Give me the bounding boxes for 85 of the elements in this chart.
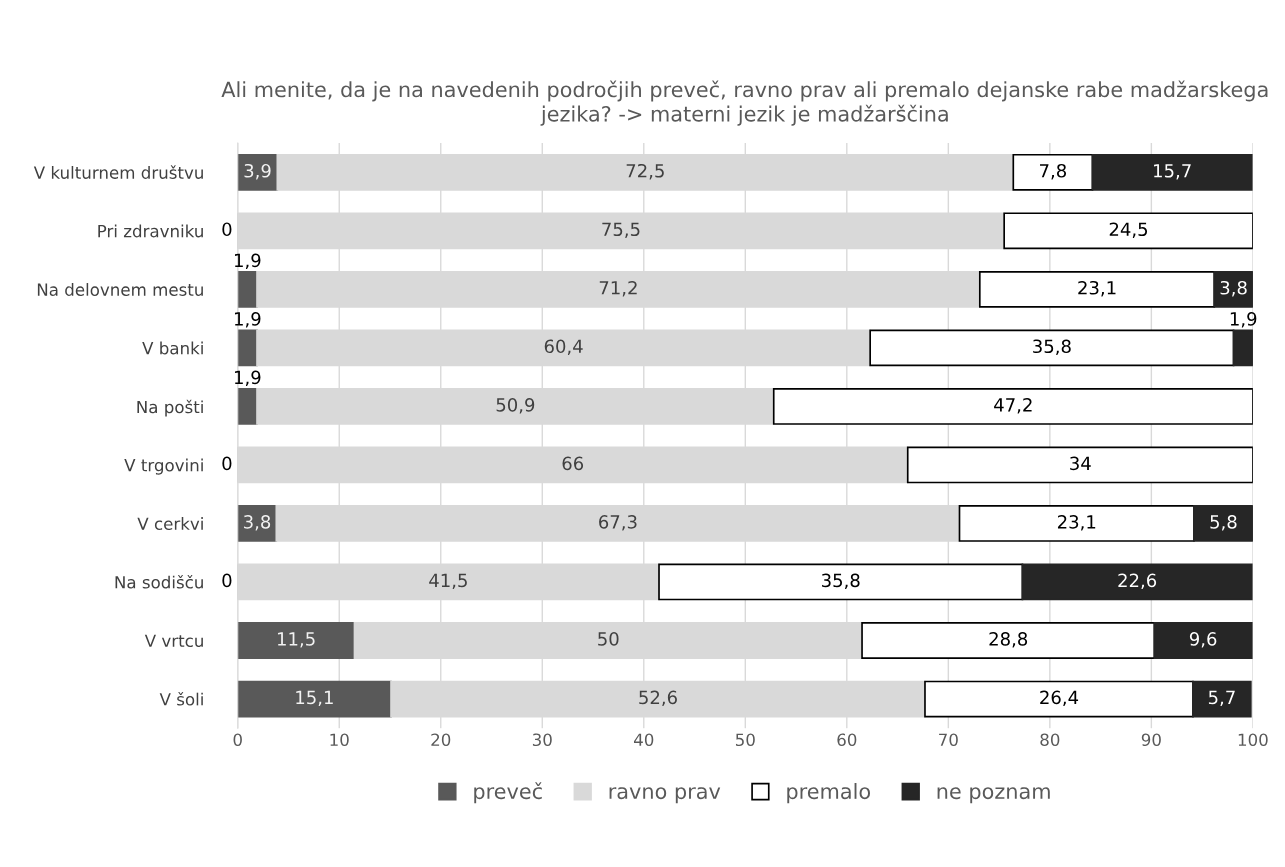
legend-label: ne poznam	[937, 787, 1050, 804]
data-label: 11,5	[277, 632, 315, 648]
bar	[1153, 622, 1253, 659]
bar	[1192, 680, 1252, 718]
data-label: 75,5	[602, 222, 640, 238]
data-label: 71,2	[599, 280, 637, 297]
data-label: 0	[222, 222, 232, 237]
bar	[958, 505, 1195, 542]
data-label: 5,8	[1210, 515, 1237, 531]
bar	[861, 622, 1156, 659]
data-label: 66	[562, 456, 584, 471]
data-label: 52,6	[639, 690, 677, 707]
data-label: 23,1	[1057, 515, 1096, 531]
data-label: 50,9	[496, 397, 535, 414]
data-label: 24,5	[1109, 222, 1148, 238]
bar	[1003, 212, 1253, 250]
data-label: 1,9	[235, 253, 261, 269]
y-tick-label: V šoli	[159, 692, 203, 706]
data-label: 41,5	[429, 573, 467, 590]
data-label: 67,3	[599, 515, 637, 531]
data-label: 22,6	[1118, 573, 1157, 590]
data-label: 50	[598, 632, 619, 646]
bar	[924, 680, 1194, 718]
data-label: 1,9	[235, 312, 261, 328]
data-label: 28,8	[989, 632, 1028, 648]
bar	[978, 270, 1216, 308]
bar	[1091, 153, 1253, 191]
bar	[658, 563, 1024, 601]
x-tick-label: 0	[233, 733, 242, 747]
data-label: 5,7	[1208, 690, 1235, 707]
x-tick-label: 60	[837, 733, 857, 747]
data-label: 3,8	[244, 515, 271, 531]
bar	[237, 622, 356, 659]
bar	[906, 446, 1253, 484]
chart-title: Ali menite, da je na navedenih področjih preveč, ravno prav ali premalo dejanske rabe madžarskega jezika? -> materni jezik je madžarščina	[221, 80, 1268, 126]
data-label: 3,9	[244, 163, 271, 180]
bar	[237, 680, 392, 718]
data-label: 7,8	[1040, 163, 1067, 180]
y-tick-label: V banki	[142, 341, 203, 355]
y-tick-label: Na delovnem mestu	[37, 283, 203, 296]
legend-label: ravno prav	[609, 787, 721, 804]
bar	[237, 270, 258, 308]
bar	[1021, 563, 1253, 601]
bar	[1012, 153, 1094, 191]
legend-label: preveč	[474, 782, 542, 804]
legend-label: premalo	[787, 783, 871, 804]
x-tick-label: 10	[330, 733, 349, 747]
data-label: 3,8	[1220, 280, 1247, 297]
y-tick-label: Na sodišču	[115, 574, 203, 589]
data-label: 15,1	[296, 690, 333, 707]
x-tick-label: 70	[939, 733, 958, 747]
data-label: 0	[222, 456, 232, 471]
data-label: 23,1	[1078, 280, 1116, 297]
data-label: 35,8	[1033, 339, 1071, 355]
data-label: 1,9	[1230, 312, 1257, 328]
bar	[1193, 505, 1253, 542]
x-tick-label: 30	[532, 733, 552, 747]
x-tick-label: 80	[1040, 733, 1060, 747]
bar	[869, 329, 1235, 367]
data-label: 72,5	[626, 163, 664, 180]
x-tick-label: 20	[431, 733, 451, 747]
y-tick-label: V trgovini	[124, 458, 203, 475]
x-tick-label: 90	[1141, 733, 1161, 747]
data-label: 34	[1070, 456, 1091, 471]
y-tick-label: Pri zdravniku	[98, 224, 203, 238]
data-label: 9,6	[1189, 632, 1217, 648]
data-label: 47,2	[994, 397, 1032, 414]
y-tick-label: V vrtcu	[144, 634, 203, 648]
bar	[772, 388, 1253, 425]
y-tick-label: V cerkvi	[137, 517, 203, 531]
data-label: 1,9	[235, 370, 261, 387]
y-tick-label: V kulturnem društvu	[33, 165, 203, 179]
x-tick-label: 40	[634, 733, 654, 747]
data-label: 15,7	[1154, 164, 1191, 180]
bar	[237, 329, 258, 367]
data-label: 60,4	[544, 339, 583, 355]
x-tick-label: 50	[735, 733, 755, 747]
bar	[237, 388, 258, 425]
data-label: 0	[222, 573, 232, 588]
bar	[1213, 270, 1253, 308]
data-label: 26,4	[1040, 690, 1079, 707]
x-tick-label: 100	[1238, 733, 1268, 747]
y-tick-label: Na pošti	[137, 399, 203, 417]
bar	[1232, 329, 1253, 367]
data-label: 35,8	[822, 573, 860, 590]
